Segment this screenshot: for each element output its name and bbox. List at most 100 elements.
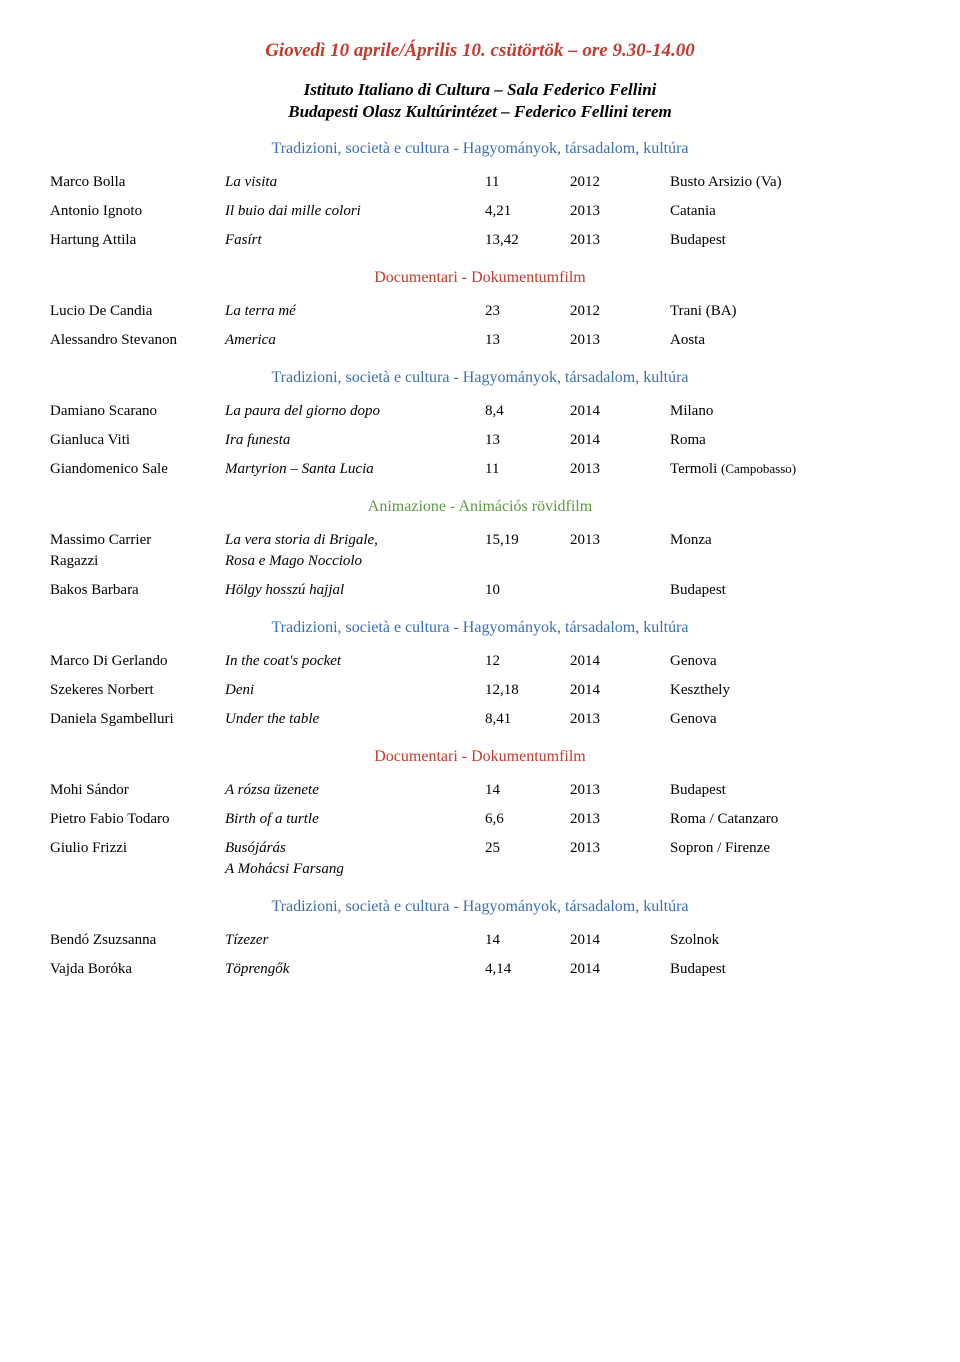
col-name: Antonio Ignoto <box>50 201 225 222</box>
col-name: Massimo CarrierRagazzi <box>50 530 225 572</box>
col-title: Under the table <box>225 709 485 730</box>
col-duration: 11 <box>485 172 570 193</box>
col-year: 2013 <box>570 838 670 859</box>
col-year: 2014 <box>570 680 670 701</box>
col-name: Hartung Attila <box>50 230 225 251</box>
col-duration: 8,4 <box>485 401 570 422</box>
block-5: Marco Di GerlandoIn the coat's pocket122… <box>50 651 910 730</box>
col-duration: 4,14 <box>485 959 570 980</box>
table-row: Bakos BarbaraHölgy hosszú hajjal10 Budape… <box>50 580 910 601</box>
col-title: Il buio dai mille colori <box>225 201 485 222</box>
col-year: 2013 <box>570 330 670 351</box>
col-location: Sopron / Firenze <box>670 838 910 859</box>
table-row: Vajda BorókaTöprengők4,142014Budapest <box>50 959 910 980</box>
section-tradizioni-1: Tradizioni, società e cultura - Hagyomán… <box>50 140 910 158</box>
col-title: Birth of a turtle <box>225 809 485 830</box>
col-title: La paura del giorno dopo <box>225 401 485 422</box>
col-location: Budapest <box>670 959 910 980</box>
col-year: 2014 <box>570 651 670 672</box>
section-documentari-2: Documentari - Dokumentumfilm <box>50 748 910 766</box>
col-location: Aosta <box>670 330 910 351</box>
block-2: Lucio De CandiaLa terra mé232012Trani (B… <box>50 301 910 351</box>
col-location: Genova <box>670 709 910 730</box>
table-row: Hartung AttilaFasírt13,422013Budapest <box>50 230 910 251</box>
col-name: Bakos Barbara <box>50 580 225 601</box>
col-location: Trani (BA) <box>670 301 910 322</box>
col-location: Genova <box>670 651 910 672</box>
col-title: La terra mé <box>225 301 485 322</box>
table-row: Massimo CarrierRagazziLa vera storia di … <box>50 530 910 572</box>
table-row: Szekeres NorbertDeni12,182014Keszthely <box>50 680 910 701</box>
table-row: Daniela SgambelluriUnder the table8,4120… <box>50 709 910 730</box>
page-title: Giovedì 10 aprile/Április 10. csütörtök … <box>50 40 910 62</box>
col-name: Giulio Frizzi <box>50 838 225 859</box>
table-row: Gianluca VitiIra funesta132014Roma <box>50 430 910 451</box>
col-location: Monza <box>670 530 910 551</box>
col-name: Marco Bolla <box>50 172 225 193</box>
col-name: Lucio De Candia <box>50 301 225 322</box>
col-title: In the coat's pocket <box>225 651 485 672</box>
col-name: Szekeres Norbert <box>50 680 225 701</box>
block-3: Damiano ScaranoLa paura del giorno dopo8… <box>50 401 910 480</box>
col-name: Pietro Fabio Todaro <box>50 809 225 830</box>
col-location: Szolnok <box>670 930 910 951</box>
col-title: Fasírt <box>225 230 485 251</box>
col-title: Tízezer <box>225 930 485 951</box>
col-year: 2014 <box>570 959 670 980</box>
col-location: Budapest <box>670 230 910 251</box>
col-year: 2014 <box>570 430 670 451</box>
col-location: Budapest <box>670 580 910 601</box>
table-row: Giandomenico SaleMartyrion – Santa Lucia… <box>50 459 910 480</box>
col-title: A rózsa üzenete <box>225 780 485 801</box>
section-tradizioni-3: Tradizioni, società e cultura - Hagyomán… <box>50 619 910 637</box>
col-name: Daniela Sgambelluri <box>50 709 225 730</box>
col-location: Termoli (Campobasso) <box>670 459 910 480</box>
block-7: Bendó ZsuzsannaTízezer142014Szolnok Vajda… <box>50 930 910 980</box>
col-year: 2014 <box>570 930 670 951</box>
col-name: Alessandro Stevanon <box>50 330 225 351</box>
col-name: Damiano Scarano <box>50 401 225 422</box>
col-title: Ira funesta <box>225 430 485 451</box>
table-row: Damiano ScaranoLa paura del giorno dopo8… <box>50 401 910 422</box>
col-location: Catania <box>670 201 910 222</box>
block-1: Marco BollaLa visita112012Busto Arsizio … <box>50 172 910 251</box>
venue-line-2: Budapesti Olasz Kultúrintézet – Federico… <box>50 102 910 122</box>
col-year: 2013 <box>570 201 670 222</box>
col-year: 2013 <box>570 230 670 251</box>
col-year: 2013 <box>570 780 670 801</box>
col-duration: 13,42 <box>485 230 570 251</box>
table-row: Marco Di GerlandoIn the coat's pocket122… <box>50 651 910 672</box>
col-year: 2012 <box>570 172 670 193</box>
col-title: Martyrion – Santa Lucia <box>225 459 485 480</box>
col-duration: 14 <box>485 780 570 801</box>
col-duration: 14 <box>485 930 570 951</box>
table-row: Pietro Fabio TodaroBirth of a turtle6,62… <box>50 809 910 830</box>
table-row: Alessandro StevanonAmerica132013Aosta <box>50 330 910 351</box>
col-duration: 12,18 <box>485 680 570 701</box>
table-row: Marco BollaLa visita112012Busto Arsizio … <box>50 172 910 193</box>
col-duration: 4,21 <box>485 201 570 222</box>
col-duration: 8,41 <box>485 709 570 730</box>
col-location: Busto Arsizio (Va) <box>670 172 910 193</box>
col-duration: 11 <box>485 459 570 480</box>
col-duration: 25 <box>485 838 570 859</box>
table-row: Bendó ZsuzsannaTízezer142014Szolnok <box>50 930 910 951</box>
table-row: Lucio De CandiaLa terra mé232012Trani (B… <box>50 301 910 322</box>
col-duration: 10 <box>485 580 570 601</box>
col-title: Hölgy hosszú hajjal <box>225 580 485 601</box>
section-animazione: Animazione - Animációs rövidfilm <box>50 498 910 516</box>
table-row: Mohi SándorA rózsa üzenete142013Budapest <box>50 780 910 801</box>
col-duration: 15,19 <box>485 530 570 551</box>
col-duration: 13 <box>485 330 570 351</box>
section-tradizioni-2: Tradizioni, società e cultura - Hagyomán… <box>50 369 910 387</box>
col-name: Bendó Zsuzsanna <box>50 930 225 951</box>
col-name: Mohi Sándor <box>50 780 225 801</box>
col-title: Töprengők <box>225 959 485 980</box>
table-row: Giulio FrizziBusójárásA Mohácsi Farsang2… <box>50 838 910 880</box>
section-documentari-1: Documentari - Dokumentumfilm <box>50 269 910 287</box>
block-4: Massimo CarrierRagazziLa vera storia di … <box>50 530 910 601</box>
col-duration: 12 <box>485 651 570 672</box>
col-year: 2012 <box>570 301 670 322</box>
col-title: BusójárásA Mohácsi Farsang <box>225 838 485 880</box>
col-name: Gianluca Viti <box>50 430 225 451</box>
